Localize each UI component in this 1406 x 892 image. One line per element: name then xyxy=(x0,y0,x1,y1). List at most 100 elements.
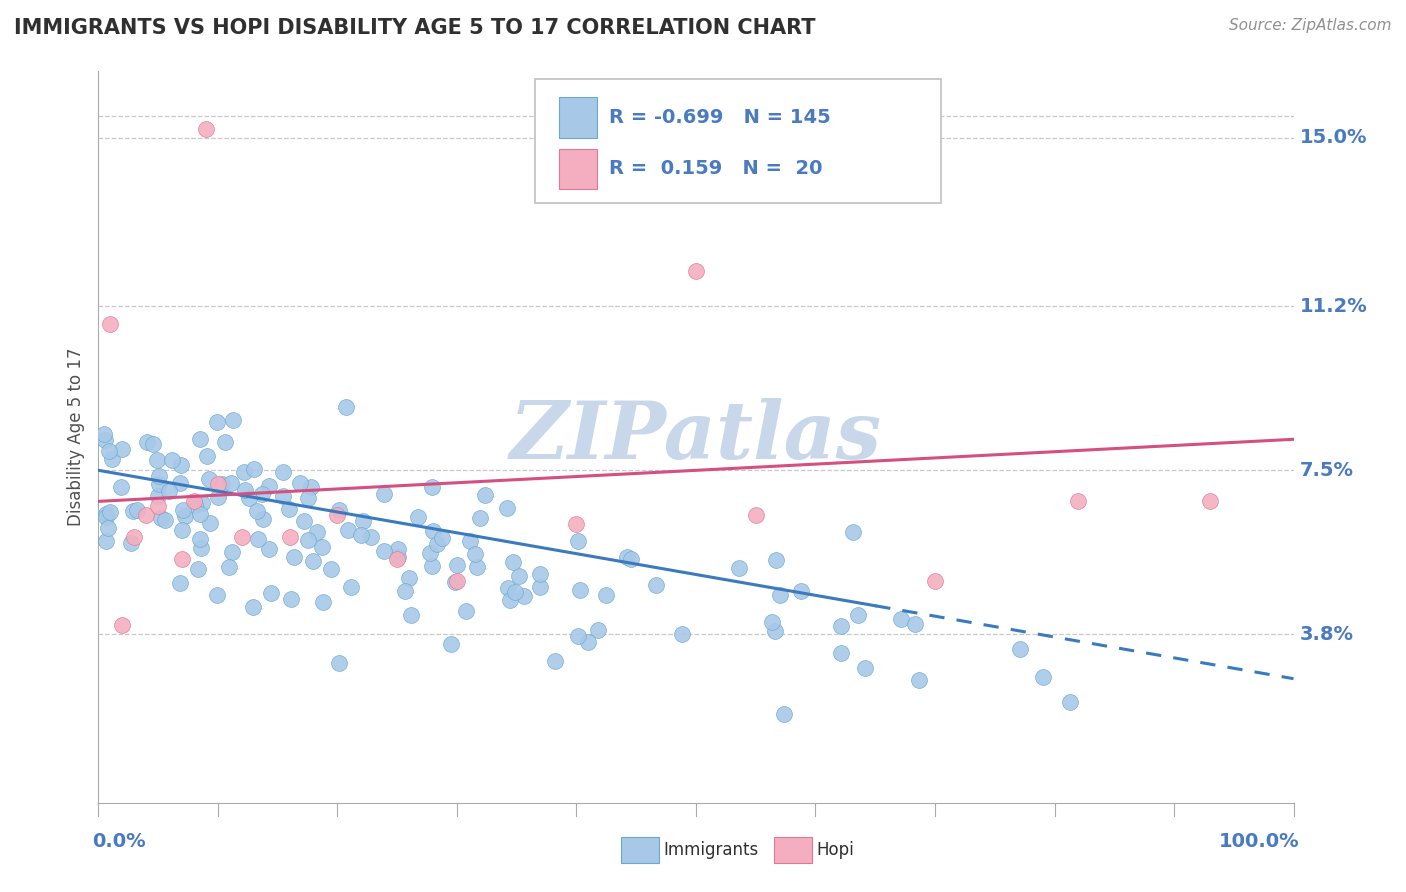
Point xyxy=(169,575,191,590)
Point xyxy=(426,536,449,550)
Point xyxy=(146,453,169,467)
Point xyxy=(283,550,305,565)
Point xyxy=(904,616,927,631)
Point xyxy=(454,604,477,618)
Point xyxy=(595,588,617,602)
Point xyxy=(422,524,444,539)
Point xyxy=(297,533,319,547)
Point xyxy=(576,635,599,649)
Point xyxy=(890,612,912,626)
Point xyxy=(124,530,146,544)
Point xyxy=(214,435,236,450)
Point xyxy=(157,483,180,498)
Point xyxy=(567,534,589,549)
Point xyxy=(772,707,794,722)
Point xyxy=(312,595,335,609)
Point xyxy=(644,578,666,592)
Point xyxy=(567,630,589,644)
Point xyxy=(146,489,169,503)
Point xyxy=(446,558,468,573)
Point xyxy=(328,656,350,670)
Point xyxy=(111,618,134,632)
Point xyxy=(544,654,567,668)
Point xyxy=(496,581,519,595)
Point xyxy=(387,550,409,565)
Point xyxy=(259,479,281,493)
Point xyxy=(94,508,117,522)
Point xyxy=(302,554,325,568)
Point xyxy=(221,413,243,427)
Point xyxy=(328,502,350,516)
FancyBboxPatch shape xyxy=(620,838,659,863)
Point xyxy=(406,509,429,524)
Point xyxy=(93,427,115,442)
Point xyxy=(508,569,530,583)
Point xyxy=(1032,671,1054,685)
Point xyxy=(127,503,149,517)
Point xyxy=(464,548,486,562)
Point xyxy=(763,624,786,638)
Point xyxy=(399,608,422,623)
Point xyxy=(198,472,221,486)
Point xyxy=(98,317,122,331)
Point xyxy=(110,480,132,494)
Point xyxy=(842,525,865,540)
Point xyxy=(232,465,254,479)
Point xyxy=(273,465,295,479)
Point xyxy=(190,541,212,555)
Point xyxy=(231,530,253,544)
Point xyxy=(148,477,170,491)
Point xyxy=(100,451,122,466)
Point xyxy=(350,528,373,542)
Point xyxy=(190,532,212,546)
Point xyxy=(335,400,357,414)
Text: R = -0.699   N = 145: R = -0.699 N = 145 xyxy=(609,108,831,127)
Point xyxy=(205,415,228,429)
Point xyxy=(198,516,221,530)
Point xyxy=(565,516,588,531)
Point xyxy=(243,461,266,475)
Point xyxy=(122,504,145,518)
Point xyxy=(326,508,349,522)
Point xyxy=(183,494,205,508)
Point xyxy=(195,449,218,463)
Point xyxy=(160,452,183,467)
Point xyxy=(187,562,209,576)
Point xyxy=(247,532,270,546)
Point xyxy=(242,600,264,615)
Point xyxy=(169,475,191,490)
Point xyxy=(207,491,229,505)
Point xyxy=(149,511,172,525)
Point xyxy=(1067,494,1090,508)
Point xyxy=(135,434,157,449)
Point xyxy=(468,511,491,525)
Point xyxy=(499,593,522,607)
Point xyxy=(292,514,315,528)
Point xyxy=(373,544,395,558)
Point xyxy=(252,487,274,501)
FancyBboxPatch shape xyxy=(558,149,596,189)
FancyBboxPatch shape xyxy=(534,78,941,203)
Point xyxy=(172,502,194,516)
Point xyxy=(529,580,551,594)
Point xyxy=(235,483,257,498)
Point xyxy=(98,443,121,458)
Point xyxy=(502,555,524,569)
Point xyxy=(474,487,496,501)
Point xyxy=(853,661,876,675)
Point xyxy=(135,508,157,522)
Point xyxy=(172,552,194,566)
Point xyxy=(360,530,382,544)
Text: 0.0%: 0.0% xyxy=(93,832,146,851)
Point xyxy=(142,436,165,450)
Text: Immigrants: Immigrants xyxy=(664,840,759,859)
Text: 3.8%: 3.8% xyxy=(1299,625,1354,644)
Point xyxy=(387,542,409,557)
Point xyxy=(586,623,609,637)
Point xyxy=(170,524,193,538)
Point xyxy=(190,432,212,446)
Point xyxy=(219,475,242,490)
Point xyxy=(221,545,243,559)
Point xyxy=(120,536,142,550)
Text: 100.0%: 100.0% xyxy=(1219,832,1299,851)
